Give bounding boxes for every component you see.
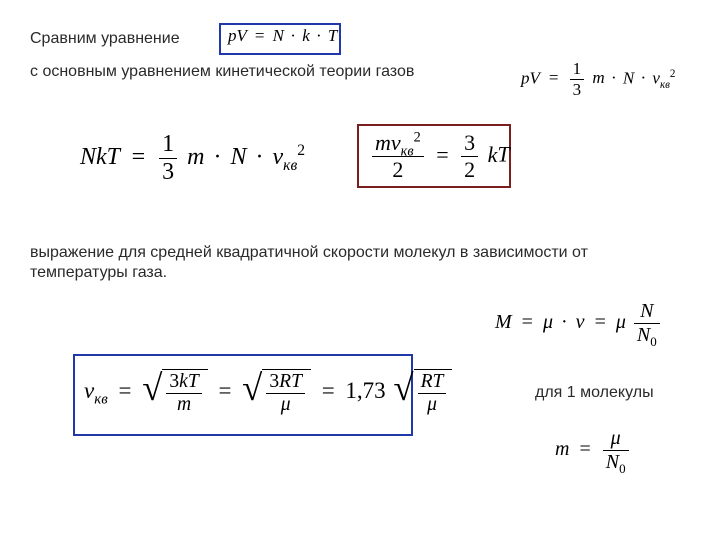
sub-0b: 0 xyxy=(619,461,626,476)
sqrt-3kT-m: √ 3kT m xyxy=(142,369,208,416)
text-expression-line1: выражение для средней квадратичной скоро… xyxy=(30,243,588,264)
sym-m4: m xyxy=(555,438,569,460)
text-expression-line2: температуры газа. xyxy=(30,263,167,284)
sym-T2: T xyxy=(107,144,120,170)
eq-vkv: vкв = √ 3kT m = √ 3RT μ = 1,73 √ xyxy=(84,369,452,416)
text-with-kinetic: с основным уравнением кинетической теори… xyxy=(30,62,414,83)
sym-N0b: N xyxy=(606,451,619,473)
frac-3RT-mu: 3RT μ xyxy=(266,371,305,416)
sym-pV: pV xyxy=(228,26,247,45)
sym-eq5: = xyxy=(522,311,533,333)
sup-2: 2 xyxy=(670,68,676,80)
den-3: 3 xyxy=(570,79,585,100)
text-compare-equation: Сравним уравнение xyxy=(30,29,180,50)
sym-v4: v xyxy=(84,378,94,403)
sym-N0: N xyxy=(637,324,650,346)
sym-mu2: μ xyxy=(616,311,626,333)
frac-mv2-2: mvкв2 2 xyxy=(372,130,424,183)
sym-k3: k xyxy=(488,142,498,167)
sup-2c: 2 xyxy=(414,130,421,146)
num-N: N xyxy=(634,300,660,323)
eq-molar-mass: M = μ · ν = μ N N0 xyxy=(495,300,662,347)
sub-kv: кв xyxy=(660,79,670,91)
sqrt-RT-mu: √ RT μ xyxy=(393,369,452,416)
sym-N4: N xyxy=(230,144,246,170)
den-m: m xyxy=(166,393,201,416)
sym-v2: v xyxy=(273,144,284,170)
frac-3kT-m: 3kT m xyxy=(166,371,201,416)
sub-0: 0 xyxy=(650,334,657,349)
radical-3: √ xyxy=(393,371,413,418)
num-3kT: 3kT xyxy=(166,371,201,393)
num-3: 3 xyxy=(461,130,478,156)
coef-173: 1,73 xyxy=(345,378,385,403)
sym-v: v xyxy=(652,68,660,87)
sup-2b: 2 xyxy=(297,142,305,159)
eq-ke-kt: mvкв2 2 = 3 2 kT xyxy=(370,130,510,183)
sym-eq4: = xyxy=(436,142,448,167)
sym-dot2: · xyxy=(316,26,322,45)
radical-2: √ xyxy=(242,371,262,418)
sym-mu: μ xyxy=(543,311,553,333)
frac-1-3: 1 3 xyxy=(570,59,585,100)
sub-kv2: кв xyxy=(283,157,297,174)
sym-eq10: = xyxy=(322,378,335,403)
sym-pV2: pV xyxy=(521,68,540,87)
sym-eq6: = xyxy=(595,311,606,333)
sym-N: N xyxy=(273,26,284,45)
eq-nkt-kinetic: NkT = 1 3 m · N · vкв2 xyxy=(80,131,305,186)
den-3b: 3 xyxy=(159,158,177,186)
frac-mu-N0: μ N0 xyxy=(603,427,629,474)
den-N0b: N0 xyxy=(603,450,629,474)
num-mu: μ xyxy=(603,427,629,450)
sym-m2: m xyxy=(187,144,204,170)
sym-eq3: = xyxy=(132,144,146,170)
sym-k: k xyxy=(302,26,310,45)
num-3RT: 3RT xyxy=(266,371,305,393)
sym-dot1: · xyxy=(290,26,296,45)
sym-dot6: · xyxy=(256,144,264,170)
sym-eq2: = xyxy=(549,68,559,87)
frac-RT-mu: RT μ xyxy=(418,371,447,416)
sym-M: M xyxy=(495,311,512,333)
sym-k2: k xyxy=(96,144,107,170)
den-N0: N0 xyxy=(634,323,660,347)
slide-root: Сравним уравнение pV = N · k · T с основ… xyxy=(0,0,720,540)
sym-eq7: = xyxy=(579,438,590,460)
frac-N-N0: N N0 xyxy=(634,300,660,347)
num-1: 1 xyxy=(570,59,585,79)
num-RT: RT xyxy=(418,371,447,393)
sym-eq: = xyxy=(255,26,265,45)
frac-1-3b: 1 3 xyxy=(159,131,177,186)
sym-eq9: = xyxy=(218,378,231,403)
sym-eq8: = xyxy=(118,378,131,403)
den-mu: μ xyxy=(266,393,305,416)
sym-v3: v xyxy=(391,130,401,155)
sym-dot5: · xyxy=(213,144,221,170)
sym-T: T xyxy=(328,26,337,45)
sym-dot3: · xyxy=(611,68,617,87)
radical-1: √ xyxy=(142,371,162,418)
den-mu2: μ xyxy=(418,393,447,416)
sym-dot7: · xyxy=(561,311,568,333)
den-2: 2 xyxy=(372,156,424,183)
sym-nu: ν xyxy=(576,311,585,333)
sym-N2: N xyxy=(623,68,634,87)
sym-T3: T xyxy=(497,142,509,167)
eq-pv-nkt: pV = N · k · T xyxy=(228,26,337,46)
den-2b: 2 xyxy=(461,156,478,183)
num-1b: 1 xyxy=(159,131,177,158)
sqrt-3RT-mu: √ 3RT μ xyxy=(242,369,311,416)
sym-m3: m xyxy=(375,130,391,155)
sym-dot4: · xyxy=(640,68,646,87)
sub-kv4: кв xyxy=(94,391,107,407)
sym-m: m xyxy=(592,68,604,87)
eq-molecule-mass: m = μ N0 xyxy=(555,427,631,474)
sym-N3: N xyxy=(80,144,96,170)
eq-kinetic-theory: pV = 1 3 m · N · vкв2 xyxy=(521,59,675,100)
num-mv2: mvкв2 xyxy=(372,130,424,156)
text-for-one-molecule: для 1 молекулы xyxy=(535,383,654,404)
frac-3-2: 3 2 xyxy=(461,130,478,183)
